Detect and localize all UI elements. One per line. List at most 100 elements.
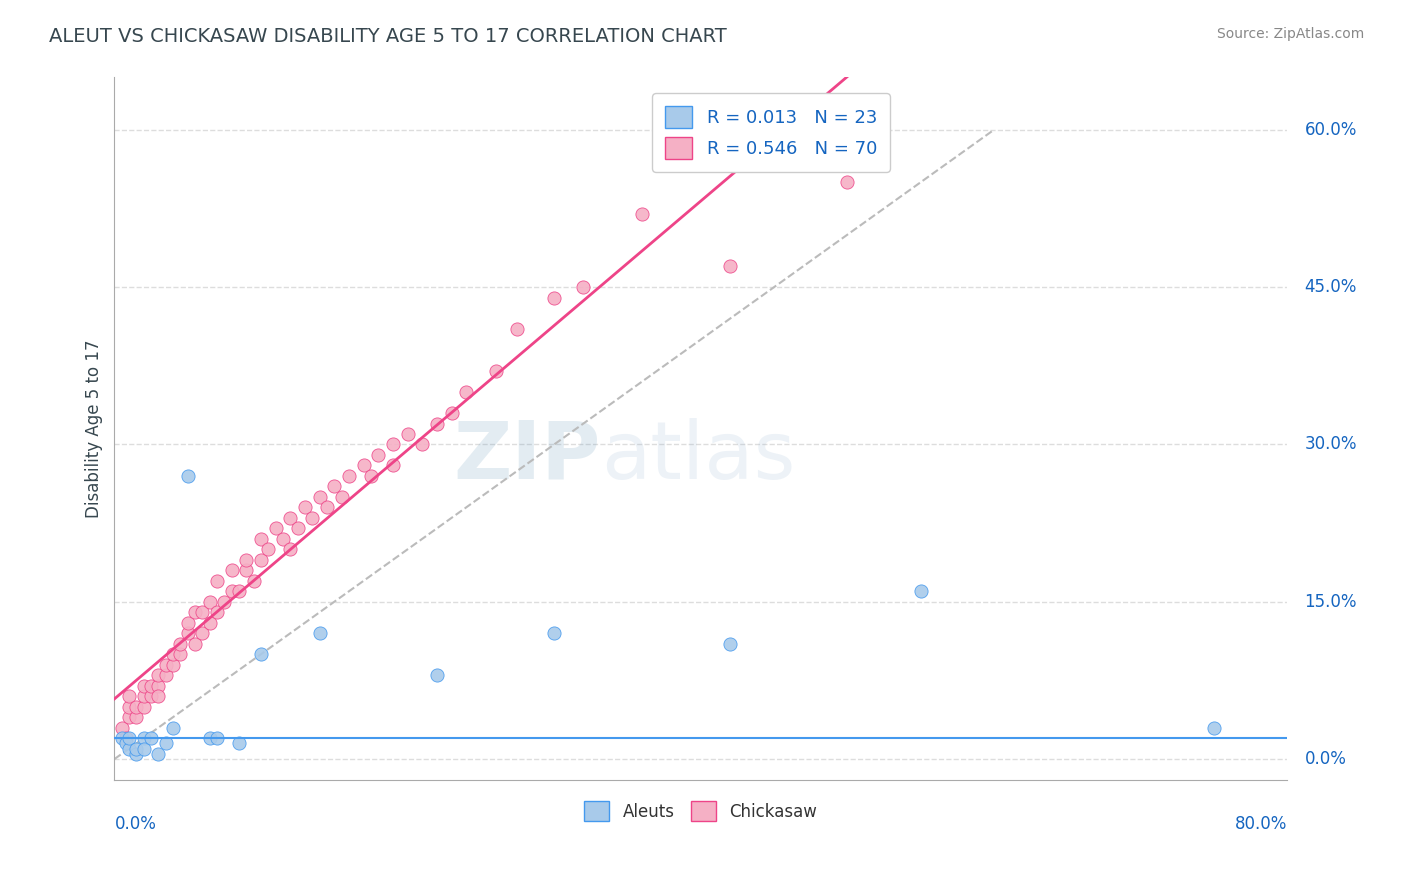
Point <box>308 626 330 640</box>
Point <box>367 448 389 462</box>
Point <box>155 736 177 750</box>
Point <box>205 574 228 588</box>
Point <box>125 699 148 714</box>
Point <box>205 731 228 745</box>
Point <box>148 679 170 693</box>
Point <box>323 479 346 493</box>
Point <box>162 647 184 661</box>
Point <box>456 385 478 400</box>
Point <box>440 406 463 420</box>
Point <box>132 679 155 693</box>
Point <box>271 532 294 546</box>
Text: 60.0%: 60.0% <box>1305 121 1357 139</box>
Point <box>118 689 141 703</box>
Point <box>250 532 273 546</box>
Point <box>139 679 162 693</box>
Point <box>353 458 375 473</box>
Point <box>176 469 198 483</box>
Point <box>162 657 184 672</box>
Text: ALEUT VS CHICKASAW DISABILITY AGE 5 TO 17 CORRELATION CHART: ALEUT VS CHICKASAW DISABILITY AGE 5 TO 1… <box>49 27 727 45</box>
Point <box>118 741 141 756</box>
Text: atlas: atlas <box>600 417 796 496</box>
Point <box>718 259 741 273</box>
Point <box>543 291 565 305</box>
Point <box>184 605 207 619</box>
Point <box>176 626 198 640</box>
Point <box>543 626 565 640</box>
Text: 0.0%: 0.0% <box>114 815 156 833</box>
Point <box>148 747 170 761</box>
Point <box>118 731 141 745</box>
Point <box>132 741 155 756</box>
Point <box>631 207 654 221</box>
Point <box>837 175 859 189</box>
Point <box>169 637 191 651</box>
Point <box>198 615 221 630</box>
Point <box>162 721 184 735</box>
Point <box>235 563 257 577</box>
Point <box>910 584 932 599</box>
Point <box>287 521 309 535</box>
Point <box>118 710 141 724</box>
Text: Source: ZipAtlas.com: Source: ZipAtlas.com <box>1216 27 1364 41</box>
Point <box>381 458 404 473</box>
Text: 30.0%: 30.0% <box>1305 435 1357 453</box>
Point <box>278 542 301 557</box>
Point <box>132 731 155 745</box>
Point <box>125 741 148 756</box>
Point <box>228 584 250 599</box>
Point <box>330 490 353 504</box>
Point <box>125 710 148 724</box>
Point <box>148 689 170 703</box>
Point <box>148 668 170 682</box>
Point <box>426 668 449 682</box>
Point <box>264 521 287 535</box>
Point <box>155 657 177 672</box>
Point <box>155 668 177 682</box>
Point <box>191 626 214 640</box>
Point <box>169 647 191 661</box>
Point <box>250 647 273 661</box>
Text: 80.0%: 80.0% <box>1234 815 1286 833</box>
Point <box>205 605 228 619</box>
Point <box>278 511 301 525</box>
Point <box>316 500 339 515</box>
Point <box>426 417 449 431</box>
Point <box>214 595 236 609</box>
Point <box>228 736 250 750</box>
Point <box>139 731 162 745</box>
Point <box>250 553 273 567</box>
Text: 0.0%: 0.0% <box>1305 750 1347 768</box>
Point <box>411 437 433 451</box>
Point <box>337 469 360 483</box>
Text: ZIP: ZIP <box>454 417 600 496</box>
Point <box>301 511 323 525</box>
Point <box>221 563 243 577</box>
Point <box>396 427 419 442</box>
Point <box>184 637 207 651</box>
Point <box>572 280 595 294</box>
Point <box>115 736 138 750</box>
Point <box>381 437 404 451</box>
Point <box>506 322 529 336</box>
Point <box>257 542 280 557</box>
Point <box>176 615 198 630</box>
Point <box>1202 721 1225 735</box>
Point <box>308 490 330 504</box>
Point <box>139 689 162 703</box>
Point <box>198 731 221 745</box>
Point <box>198 595 221 609</box>
Point <box>242 574 264 588</box>
Text: 15.0%: 15.0% <box>1305 593 1357 611</box>
Point <box>235 553 257 567</box>
Point <box>132 689 155 703</box>
Point <box>111 721 134 735</box>
Point <box>718 637 741 651</box>
Y-axis label: Disability Age 5 to 17: Disability Age 5 to 17 <box>86 340 103 518</box>
Point <box>132 699 155 714</box>
Point <box>118 699 141 714</box>
Point <box>191 605 214 619</box>
Point <box>111 731 134 745</box>
Point <box>294 500 316 515</box>
Point <box>221 584 243 599</box>
